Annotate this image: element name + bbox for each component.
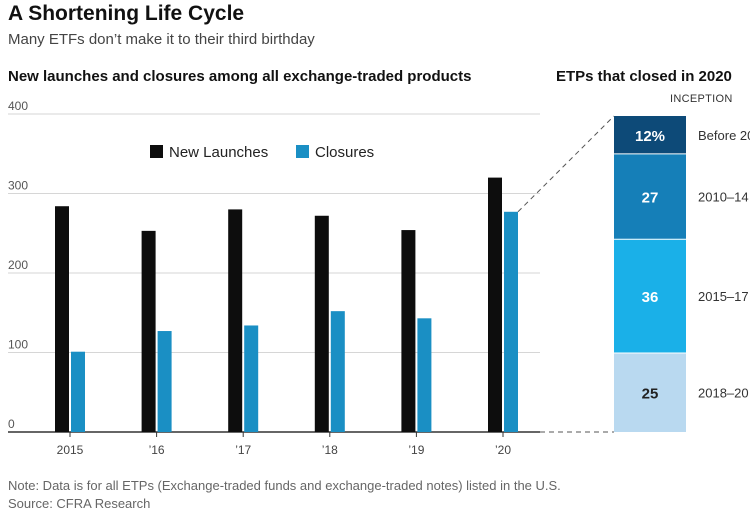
connector-top — [517, 115, 615, 213]
legend-new-launches: New Launches — [150, 144, 268, 161]
segment-value-label: 36 — [642, 289, 659, 306]
segment-category-label: 2015–17 — [698, 289, 749, 304]
y-tick-label: 400 — [8, 99, 28, 113]
source-note: Source: CFRA Research — [8, 496, 151, 511]
x-tick-label: ’18 — [322, 443, 338, 457]
footnote: Note: Data is for all ETPs (Exchange-tra… — [8, 478, 561, 493]
x-tick-label: ’16 — [149, 443, 165, 457]
y-tick-label: 100 — [8, 338, 28, 352]
stacked-chart-heading: ETPs that closed in 2020 — [556, 68, 732, 85]
segment-value-label: 12% — [635, 128, 665, 145]
bar-closures — [244, 325, 259, 432]
legend-label-new-launches: New Launches — [169, 144, 269, 161]
stacked-segment — [614, 239, 686, 353]
bar-new-launches — [488, 177, 502, 432]
chart-subtitle: Many ETFs don’t make it to their third b… — [8, 31, 315, 48]
y-tick-label: 300 — [8, 179, 28, 193]
bar-new-launches — [228, 209, 243, 432]
legend-swatch-closures — [296, 145, 309, 158]
stacked-segment — [614, 153, 686, 240]
bar-closures — [417, 318, 432, 432]
bar-closures — [504, 211, 518, 432]
y-tick-label: 0 — [8, 417, 15, 431]
segment-category-label: Before 2009 — [698, 128, 750, 143]
bar-new-launches — [401, 230, 416, 432]
stacked-segment — [614, 353, 686, 432]
legend-label-closures: Closures — [315, 144, 375, 161]
segment-category-label: 2010–14 — [698, 190, 749, 205]
segment-value-label: 27 — [642, 190, 659, 207]
inception-label: INCEPTION — [670, 93, 733, 105]
bar-new-launches — [314, 215, 329, 432]
y-tick-label: 200 — [8, 258, 28, 272]
legend-swatch-new-launches — [150, 145, 163, 158]
bar-new-launches — [55, 206, 69, 432]
bar-closures — [330, 311, 345, 432]
chart-title: A Shortening Life Cycle — [8, 2, 245, 25]
segment-category-label: 2018–20 — [698, 386, 749, 401]
x-tick-label: ’20 — [495, 443, 511, 457]
bar-closures — [71, 351, 85, 432]
x-tick-label: 2015 — [57, 443, 84, 457]
bar-new-launches — [141, 230, 156, 432]
bar-chart-heading: New launches and closures among all exch… — [8, 68, 472, 85]
x-tick-label: ’17 — [235, 443, 251, 457]
stacked-segment — [614, 116, 686, 154]
segment-value-label: 25 — [642, 386, 659, 403]
x-tick-label: ’19 — [408, 443, 424, 457]
bar-closures — [157, 331, 172, 432]
legend-closures: Closures — [296, 144, 374, 161]
